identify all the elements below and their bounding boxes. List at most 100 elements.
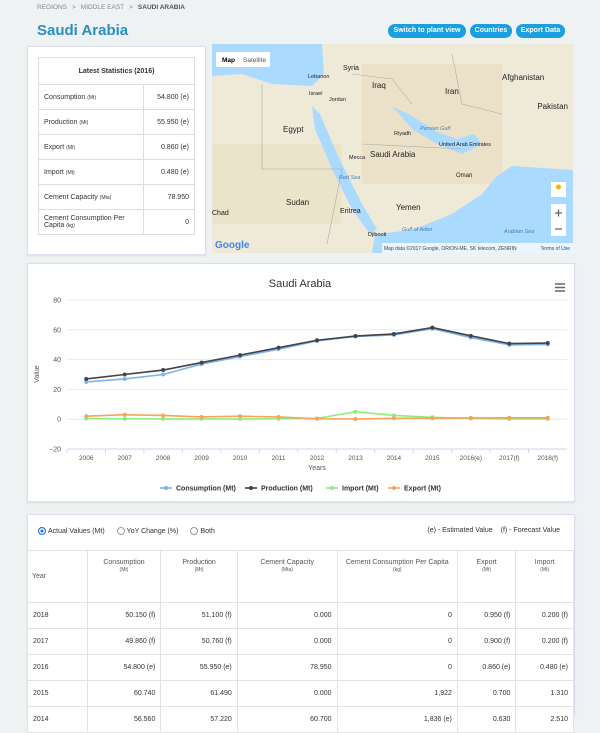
table-row: 2015 60.740 61.490 0.000 1,922 0.700 1.310 [27,680,574,707]
stats-label: Cement Consumption Per Capita (kg) [38,209,144,235]
column-name: Cement Consumption Per Capita [345,559,449,566]
map-label: Oman [456,173,472,179]
column-header: Production (Mt) [160,550,238,603]
point [507,341,512,346]
stats-value: 0.860 (e) [143,134,195,160]
stats-panel: Latest Statistics (2016) Consumption (Mt)… [27,46,206,255]
stats-table: Latest Statistics (2016) Consumption (Mt)… [38,57,195,235]
point [84,376,89,381]
unit: (kg) [66,223,75,229]
unit: (Mt) [79,119,89,126]
map-label: Afghanistan [502,73,544,82]
stats-label: Production (Mt) [38,109,144,135]
x-tick-label: 2015 [425,455,440,462]
map-label: Djibouti [368,232,386,238]
point [391,416,396,421]
table-cell: 0.200 (f) [515,628,574,655]
button[interactable]: Export Data [516,24,565,38]
legend-swatch [249,486,253,490]
table-cell: 0 [336,654,458,681]
radio-option[interactable]: Both [190,527,220,535]
x-tick-label: 2014 [387,455,402,462]
label: Export [44,143,65,151]
table-cell: 0.200 (f) [515,602,574,629]
y-axis-label: Value [34,365,41,382]
crumb[interactable]: MIDDLE EAST [80,4,125,11]
column-unit: (Mta) [281,567,293,573]
button[interactable]: Countries [470,24,512,38]
table-cell: 0.860 (e) [456,654,517,681]
table-cell: 49.860 (f) [86,628,162,655]
legend-swatch [330,486,334,490]
table-cell: 2017 [27,628,88,655]
column-header[interactable]: Year [27,550,88,603]
button[interactable]: Switch to plant view [388,24,466,38]
point [353,334,358,339]
x-tick-label: 2016(e) [460,455,482,462]
table-cell: 2014 [27,706,88,733]
radio-option[interactable]: Actual Values (Mt) [38,527,111,535]
point [353,409,358,414]
stats-row: Cement Consumption Per Capita (kg) 0 [38,209,195,235]
table-row: 2014 56.560 57.220 60.700 1,836 (e) 0.630 2.51… [27,706,574,733]
y-tick-label: 40 [53,357,61,364]
map-label: Iraq [372,81,386,90]
point [353,417,358,422]
stats-row: Consumption (Mt) 54.800 (e) [38,84,195,110]
notes: (e) - Estimated Value (f) - Forecast Valu… [419,527,560,534]
y-tick-label: 80 [53,298,61,305]
crumb[interactable]: REGIONS [37,4,67,11]
column-unit: (Mt) [194,567,204,573]
page-title: Saudi Arabia [37,22,129,39]
column-header: Cement Consumption Per Capita (kg) [336,550,458,603]
map-label: Jordan [329,97,346,103]
point [468,415,473,420]
attribution: Map data ©2017 Google, ORION-ME, SK tele… [384,245,517,252]
zoom-control[interactable] [551,204,566,236]
map-label: Mecca [349,155,366,161]
column-unit: (kg) [392,567,402,573]
legend-label: Consumption (Mt) [176,486,236,493]
breadcrumb: REGIONS > MIDDLE EAST > SAUDI ARABIA [37,4,185,11]
zoom-icon [555,209,562,230]
menu-icon[interactable] [555,283,565,292]
pegman-icon [556,184,561,190]
note: (f) - Forecast Value [500,527,560,534]
map-label: Egypt [283,125,304,134]
table-cell: 78.950 [236,654,338,681]
x-tick-label: 2011 [272,455,286,462]
sea-label: Arabian Sea [503,229,534,235]
radio [190,527,199,535]
stats-value: 0.480 (e) [143,159,195,185]
radio-option[interactable]: YoY Change (%) [116,527,185,535]
map-label: United Arab Emirates [439,142,491,148]
stats-label: Import (Mt) [38,159,144,185]
column-header: Consumption (Mt) [86,550,162,603]
page: REGIONS > MIDDLE EAST > SAUDI ARABIA Saudi A… [27,4,575,733]
sea [312,106,377,234]
map-tab[interactable]: Satellite [243,57,267,64]
point [238,414,243,419]
legend-label: Export (Mt) [404,486,441,493]
sea-label: Gulf of Aden [402,227,432,233]
x-axis-label: Years [308,465,326,472]
table-cell: 51.100 (f) [160,602,238,629]
table-cell: 0.000 [236,602,338,629]
table-cell: 2.510 [515,706,574,733]
sea [392,106,482,154]
crumb: SAUDI ARABIA [137,4,185,11]
map-tab[interactable]: Map [222,57,235,64]
table-cell: 54.800 (e) [86,654,162,681]
radio [38,527,46,535]
column-unit: (Mt) [540,567,550,573]
point [161,372,166,377]
terms[interactable]: Terms of Use [541,246,571,252]
column-header: Export (Mt) [456,550,517,603]
stats-row: Cement Capacity (Mta) 78.950 [38,184,195,210]
table-cell: 50.150 (f) [86,602,162,629]
label: Cement Consumption Per Capita [44,215,125,229]
chart: Saudi Arabia Value Years −20 0 20 40 60 80 200… [34,278,567,493]
legend-swatch [392,486,396,490]
table-cell: 50.760 (f) [160,628,238,655]
legend-label: Production (Mt) [261,486,313,493]
